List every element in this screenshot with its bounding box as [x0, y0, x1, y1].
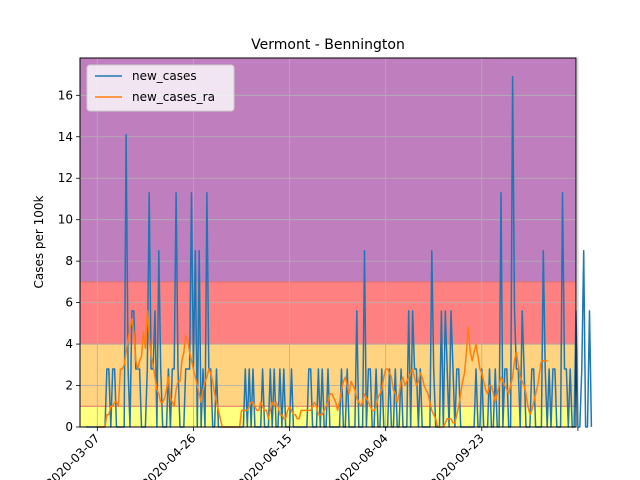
x-tick-label-2: 2020-06-15 [235, 431, 294, 480]
x-tick-label-1: 2020-04-26 [139, 431, 198, 480]
y-axis: 0 2 4 6 8 10 12 14 16 [58, 88, 80, 434]
y-tick-label-3: 6 [65, 296, 73, 310]
y-tick-label-7: 14 [58, 130, 73, 144]
y-tick-label-2: 4 [65, 337, 73, 351]
legend: new_cases new_cases_ra [86, 64, 235, 112]
legend-label-new-cases: new_cases [132, 69, 197, 83]
series-line-new-cases-ra [97, 310, 548, 428]
chart-title: Vermont - Bennington [251, 37, 405, 53]
legend-label-new-cases-ra: new_cases_ra [132, 90, 215, 104]
y-tick-label-4: 8 [65, 254, 73, 268]
y-tick-label-8: 16 [58, 88, 73, 102]
y-axis-label: Cases per 100k [32, 195, 46, 288]
x-axis: 2020-03-07 2020-04-26 2020-06-15 2020-08-04… [43, 427, 579, 480]
y-tick-label-5: 10 [58, 213, 73, 227]
y-tick-label-6: 12 [58, 171, 73, 185]
y-tick-label-0: 0 [65, 420, 73, 434]
x-tick-label-4: 2020-09-23 [428, 431, 487, 480]
legend-box [86, 64, 235, 112]
risk-band-2 [80, 281, 576, 345]
y-tick-label-1: 2 [65, 379, 73, 393]
x-tick-label-3: 2020-08-04 [332, 431, 391, 480]
plot-frame [79, 57, 577, 428]
risk-band-0 [80, 406, 576, 427]
x-tick-label-0: 2020-03-07 [43, 431, 102, 480]
